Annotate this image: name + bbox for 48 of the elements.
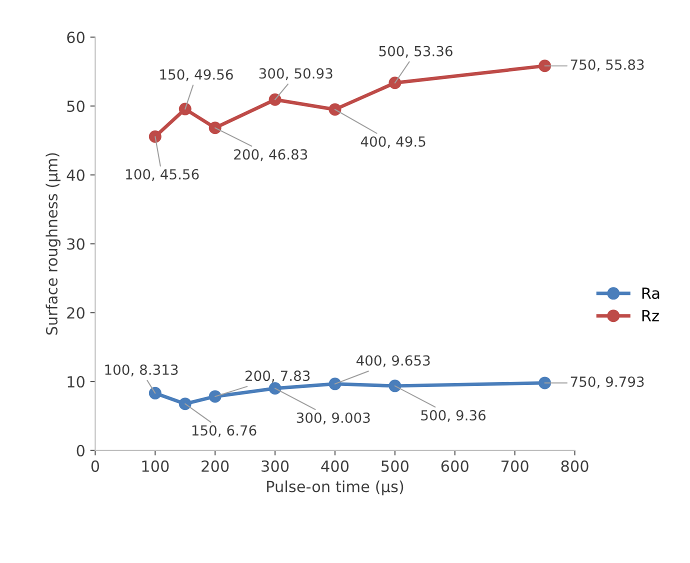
legend-label: Rz	[642, 310, 659, 322]
x-axis-title: Pulse-on time (µs)	[267, 480, 404, 496]
x-tick-label: 200	[202, 460, 229, 472]
x-tick-label: 0	[91, 460, 100, 472]
legend-label: Ra	[642, 288, 660, 299]
point	[328, 103, 342, 116]
y-axis-title: Surface roughness (µm)	[46, 153, 60, 335]
y-tick-label: 40	[66, 169, 84, 181]
point	[178, 398, 192, 410]
point	[208, 122, 222, 134]
y-tick-label: 50	[67, 100, 84, 112]
data-label: 750, 55.83	[570, 59, 644, 72]
data-label: 500, 53.36	[379, 46, 452, 58]
y-tick-label: 30	[67, 238, 84, 250]
data-label: 150, 49.56	[160, 69, 233, 82]
data-label: 400, 9.653	[356, 355, 430, 368]
point	[388, 380, 402, 392]
x-tick-label: 300	[262, 460, 289, 472]
data-label: 200, 46.83	[234, 149, 308, 162]
point	[268, 382, 282, 395]
x-tick-label: 500	[382, 460, 409, 472]
data-label: 100, 45.56	[126, 169, 199, 181]
point	[148, 386, 162, 400]
point	[208, 390, 222, 403]
x-tick-label: 600	[441, 460, 468, 472]
y-tick-label: 60	[67, 32, 84, 44]
point	[268, 93, 282, 106]
data-label: 200, 7.83	[245, 370, 310, 382]
y-tick-label: 10	[68, 376, 84, 388]
x-tick-label: 700	[502, 460, 528, 472]
data-label: 100, 8.313	[105, 364, 178, 376]
point	[388, 76, 402, 90]
data-label: 300, 50.93	[259, 68, 332, 80]
point	[538, 60, 552, 72]
data-label: 150, 6.76	[192, 425, 256, 438]
y-tick-label: 20	[67, 307, 84, 319]
point	[148, 130, 162, 143]
point	[178, 102, 192, 116]
data-label: 400, 49.5	[360, 136, 426, 148]
x-tick-label: 800	[561, 460, 588, 472]
point	[538, 376, 552, 390]
data-label: 750, 9.793	[570, 376, 644, 388]
data-label: 300, 9.003	[296, 412, 370, 424]
point	[328, 378, 342, 390]
y-tick-label: 0	[76, 444, 84, 456]
data-label: 500, 9.36	[421, 410, 486, 422]
x-tick-label: 400	[321, 460, 349, 472]
x-tick-label: 100	[142, 460, 169, 472]
